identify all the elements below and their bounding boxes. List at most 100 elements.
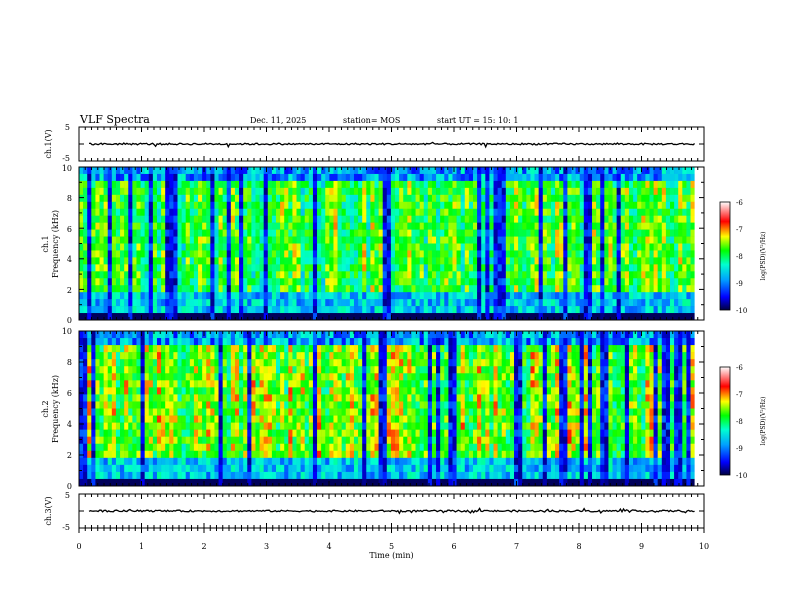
spectrogram-cell [374,359,379,367]
spectrogram-cell [156,366,162,374]
spectrogram-cell [103,366,109,374]
spectrogram-cell [255,401,260,409]
spectrogram-cell [263,187,269,196]
spectrogram-cell [148,264,154,272]
spectrogram-cell [120,278,125,286]
spectrogram-cell [128,387,133,395]
spectrogram-cell [243,201,248,210]
spectrogram-cell [587,278,593,286]
spectrogram-cell [407,236,412,244]
spectrogram-cell [107,450,113,459]
spectrogram-cell [665,264,671,272]
spectrogram-cell [79,471,84,480]
spectrogram-cell [280,215,285,223]
spectrogram-cell [128,250,133,258]
spectrogram-cell [300,387,306,395]
spectrogram-cell [415,194,420,203]
spectrogram-cell [115,208,121,216]
spectrogram-cell [120,243,125,251]
spectrogram-cell [403,173,408,182]
spectrogram-cell [325,464,330,473]
spectrogram-cell [427,243,433,251]
spectrogram-cell [263,345,269,353]
spectrogram-cell [440,299,445,307]
spectrogram-cell [226,366,232,374]
spectrogram-cell [234,201,240,210]
spectrogram-cell [505,236,511,244]
spectrogram-cell [312,187,318,196]
spectrogram-cell [567,250,572,258]
spectrogram-cell [501,271,507,279]
spectrogram-cell [169,352,174,360]
spectrogram-cell [267,478,273,487]
spectrogram-cell [296,257,301,265]
spectrogram-cell [169,478,174,487]
spectrogram-cell [99,373,104,381]
spectrogram-cell [198,394,203,402]
spectrogram-cell [407,201,412,210]
spectrogram-cell [284,450,289,459]
spectrogram-cell [362,408,367,416]
spectrogram-cell [255,338,260,346]
spectrogram-cell [382,306,388,314]
spectrogram-cell [661,173,667,182]
spectrogram-cell [468,257,474,265]
spectrogram-cell [358,167,363,175]
spectrogram-cell [477,215,482,223]
spectrogram-cell [124,278,129,286]
spectrogram-cell [156,394,162,402]
spectrogram-cell [514,180,519,189]
spectrogram-cell [152,359,158,367]
spectrogram-cell [337,408,342,416]
spectrogram-cell [456,250,461,258]
spectrogram-cell [226,264,232,272]
spectrogram-cell [395,278,400,286]
spectrogram-cell [522,180,527,189]
spectrogram-cell [415,257,420,265]
spectrogram-cell [304,450,310,459]
spectrogram-cell [206,313,211,321]
spectrogram-cell [641,306,646,314]
spectrogram-cell [641,167,646,175]
spectrogram-cell [267,359,273,367]
spectrogram-cell [169,194,174,203]
spectrogram-cell [415,313,420,321]
spectrogram-cell [280,313,285,321]
spectrogram-cell [592,285,597,293]
spectrogram-cell [583,201,589,210]
spectrogram-cell [193,352,199,360]
spectrogram-cell [148,415,154,423]
spectrogram-cell [292,299,297,307]
spectrogram-cell [649,306,654,314]
spectrogram-cell [107,313,113,321]
spectrogram-cell [124,306,129,314]
spectrogram-cell [386,436,392,445]
spectrogram-cell [308,408,314,416]
spectrogram-cell [353,180,359,189]
spectrogram-cell [358,243,363,251]
spectrogram-cell [198,464,203,473]
spectrogram-cell [317,222,322,230]
spectrogram-cell [358,345,363,353]
spectrogram-cell [333,236,338,244]
spectrogram-cell [91,313,96,321]
spectrogram-cell [616,208,622,216]
spectrogram-cell [95,278,100,286]
spectrogram-cell [83,457,88,466]
spectrogram-cell [665,208,671,216]
spectrogram-cell [333,250,338,258]
spectrogram-cell [390,443,396,452]
spectrogram-cell [538,208,544,216]
spectrogram-cell [628,292,634,300]
spectrogram-cell [444,292,449,300]
spectrogram-cell [206,380,211,388]
spectrogram-cell [234,180,240,189]
spectrogram-cell [140,436,145,445]
spectrogram-cell [173,352,178,360]
spectrogram-cell [345,285,351,293]
spectrogram-cell [99,215,104,223]
spectrogram-cell [251,471,256,480]
spectrogram-cell [456,229,461,237]
spectrogram-cell [592,278,597,286]
spectrogram-cell [407,264,412,272]
